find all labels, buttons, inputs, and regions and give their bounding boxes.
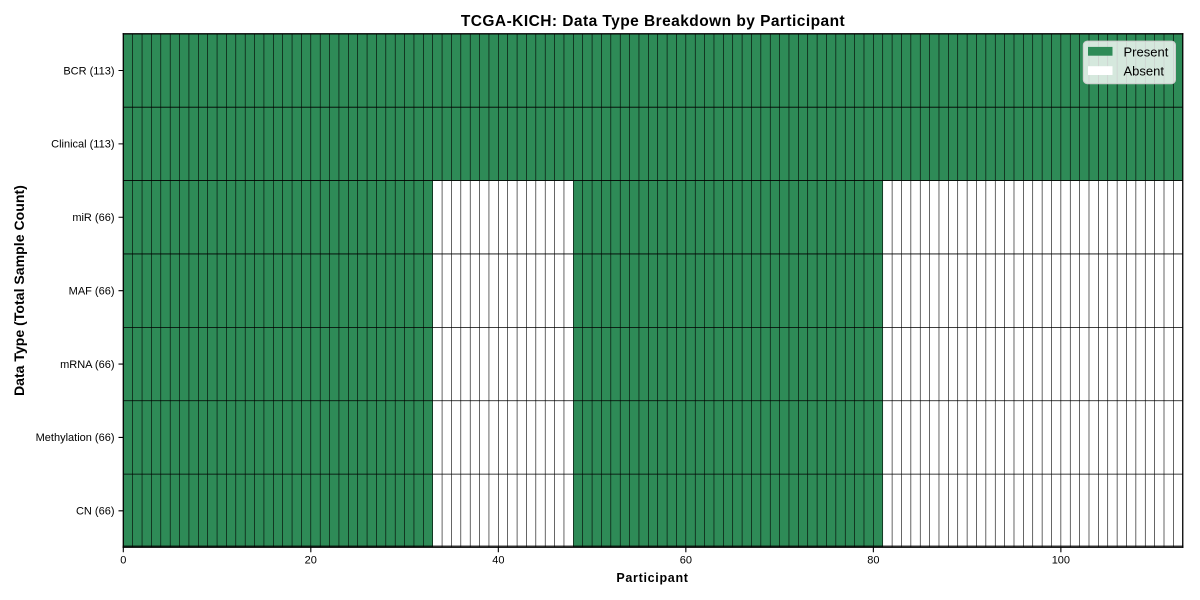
svg-text:MAF (66): MAF (66) (69, 285, 115, 297)
svg-text:CN (66): CN (66) (76, 506, 115, 518)
svg-text:60: 60 (680, 555, 692, 567)
svg-text:miR (66): miR (66) (72, 212, 114, 224)
svg-text:mRNA (66): mRNA (66) (60, 359, 114, 371)
svg-text:100: 100 (1052, 555, 1070, 567)
svg-text:80: 80 (867, 555, 879, 567)
svg-text:0: 0 (120, 555, 126, 567)
svg-text:Methylation (66): Methylation (66) (36, 432, 115, 444)
svg-text:20: 20 (305, 555, 317, 567)
svg-text:Data Type (Total Sample Count): Data Type (Total Sample Count) (11, 185, 27, 396)
svg-text:Absent: Absent (1124, 64, 1165, 79)
svg-text:40: 40 (492, 555, 504, 567)
svg-text:TCGA-KICH: Data Type Breakdown: TCGA-KICH: Data Type Breakdown by Partic… (461, 13, 845, 30)
svg-text:Clinical (113): Clinical (113) (51, 139, 114, 151)
svg-text:Participant: Participant (616, 571, 688, 585)
svg-text:Present: Present (1124, 44, 1169, 59)
svg-text:BCR (113): BCR (113) (63, 65, 114, 77)
